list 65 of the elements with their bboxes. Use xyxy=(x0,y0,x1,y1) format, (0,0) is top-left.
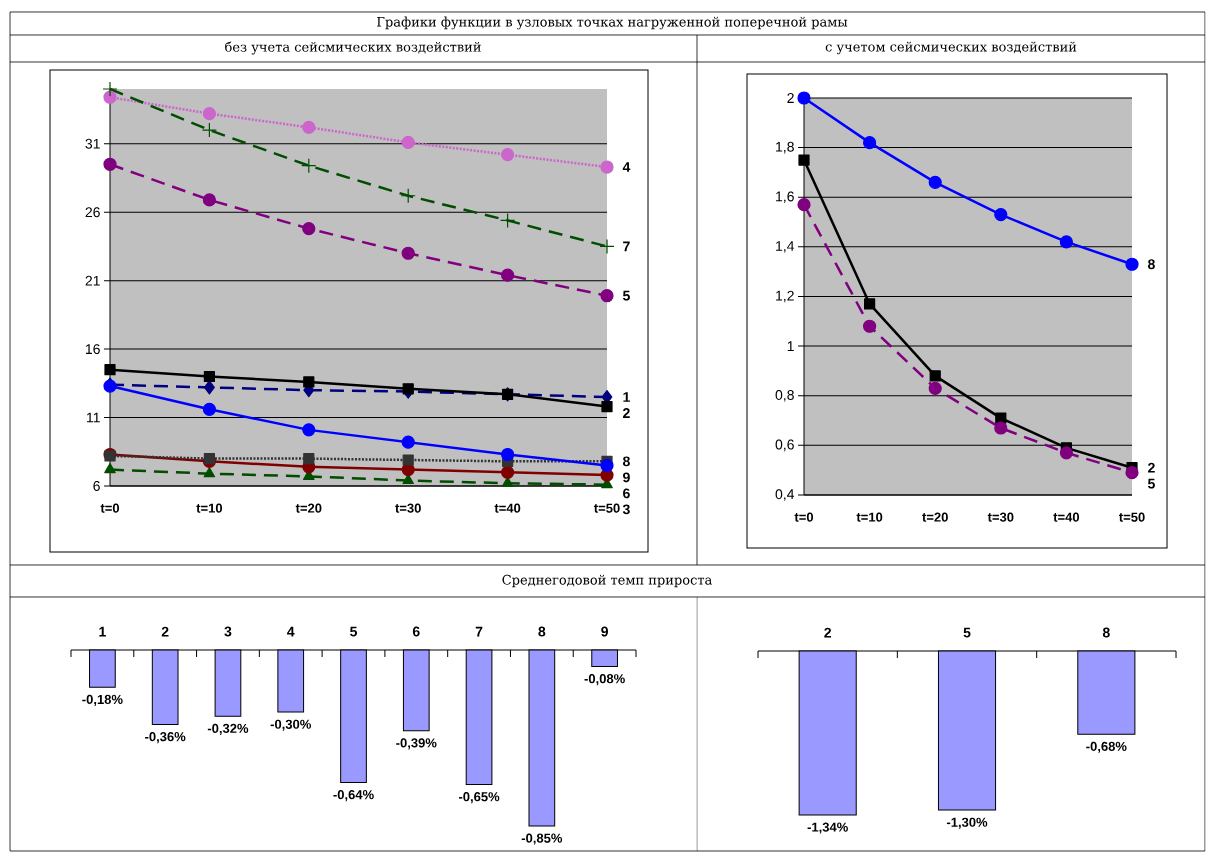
data-label: -0,68% xyxy=(1086,741,1127,753)
data-label: -0,30% xyxy=(270,719,311,731)
data-label: -0,32% xyxy=(207,723,249,735)
y-tick-label: 26 xyxy=(85,207,100,218)
series-label: 7 xyxy=(623,241,630,252)
data-label: -0,85% xyxy=(521,833,563,845)
series-label: 4 xyxy=(622,162,631,172)
chart-subtitle: без учета сейсмических воздействий xyxy=(225,41,481,55)
y-tick-label: 0,6 xyxy=(775,439,794,452)
y-tick-label: 0,4 xyxy=(775,489,795,501)
y-tick-label: 2 xyxy=(787,93,794,103)
x-tick-label: 5 xyxy=(350,626,358,637)
y-tick-label: 1 xyxy=(787,341,794,351)
y-tick-label: 21 xyxy=(85,275,100,286)
series-label: 5 xyxy=(1147,478,1155,489)
x-tick-label: 6 xyxy=(412,626,420,637)
chart-subtitle: с учетом сейсмических воздействий xyxy=(825,41,1077,55)
series-label: 2 xyxy=(1148,462,1155,473)
series-label: 2 xyxy=(623,408,630,418)
y-tick-label: 31 xyxy=(85,138,100,149)
data-label: -1,30% xyxy=(946,817,988,829)
x-tick-label: t=10 xyxy=(856,512,883,522)
x-tick-label: 9 xyxy=(601,626,608,637)
y-tick-label: 16 xyxy=(85,344,100,355)
x-tick-label: t=30 xyxy=(395,503,421,513)
chart-title: Среднегодовой темп прироста xyxy=(502,574,712,588)
series-label: 6 xyxy=(623,488,630,499)
series-label: 5 xyxy=(622,290,630,301)
x-tick-label: 7 xyxy=(475,626,483,637)
x-tick-label: t=20 xyxy=(295,503,322,513)
y-tick-label: 1,8 xyxy=(776,141,794,154)
y-tick-label: 1,2 xyxy=(776,290,794,303)
x-tick-label: 3 xyxy=(224,626,232,637)
x-tick-label: t=30 xyxy=(987,512,1014,522)
y-tick-label: 1,6 xyxy=(776,191,794,204)
data-label: -0,18% xyxy=(82,694,123,706)
x-tick-label: 5 xyxy=(963,627,971,638)
series-label: 1 xyxy=(623,392,630,402)
series-label: 9 xyxy=(623,472,630,483)
y-tick-label: 0,8 xyxy=(775,389,794,402)
series-label: 8 xyxy=(1147,259,1155,270)
x-tick-label: t=50 xyxy=(1118,512,1145,522)
x-tick-label: 2 xyxy=(161,626,169,637)
x-tick-label: t=0 xyxy=(794,512,814,522)
x-tick-label: t=20 xyxy=(922,512,948,522)
data-label: -1,34% xyxy=(807,822,848,834)
data-label: -0,64% xyxy=(333,790,374,802)
x-tick-label: t=50 xyxy=(593,503,620,513)
y-tick-label: 1,4 xyxy=(776,241,795,253)
x-tick-label: t=0 xyxy=(100,503,120,513)
data-label: -0,65% xyxy=(458,792,500,804)
x-tick-label: t=40 xyxy=(1053,512,1080,522)
x-tick-label: 4 xyxy=(287,626,295,637)
data-label: -0,36% xyxy=(145,732,186,744)
y-tick-label: 11 xyxy=(87,412,100,423)
x-tick-label: 2 xyxy=(824,627,832,638)
series-label: 8 xyxy=(622,456,630,467)
x-tick-label: 8 xyxy=(1102,627,1110,638)
x-tick-label: 8 xyxy=(538,626,546,637)
x-tick-label: t=40 xyxy=(494,503,521,513)
x-tick-label: t=10 xyxy=(196,503,223,513)
chart-title: Графики функции в узловых точках нагруженной поперечной рамы xyxy=(377,16,848,30)
data-label: -0,08% xyxy=(584,674,625,686)
data-label: -0,39% xyxy=(396,738,437,750)
y-tick-label: 6 xyxy=(93,481,100,491)
